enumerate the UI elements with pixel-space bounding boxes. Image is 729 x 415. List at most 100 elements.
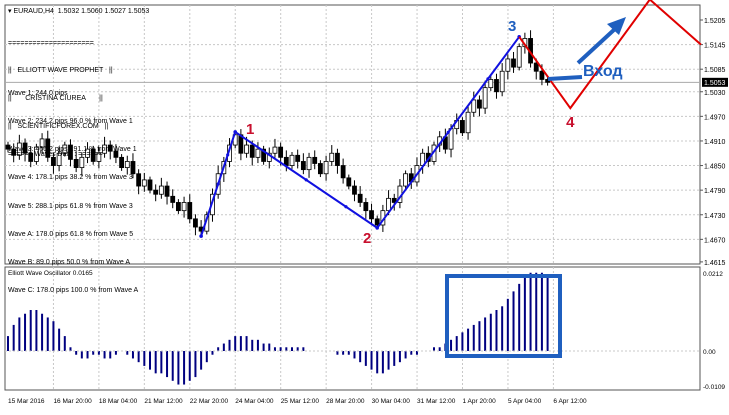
candle xyxy=(102,144,107,154)
wave-point xyxy=(375,226,380,230)
candle xyxy=(306,156,312,171)
candle xyxy=(96,152,102,162)
wave-point xyxy=(233,130,237,134)
candle xyxy=(289,154,295,166)
candle xyxy=(386,197,391,212)
candle xyxy=(465,111,471,134)
candle xyxy=(272,146,278,154)
candle xyxy=(79,156,85,169)
wave-label-2: 2 xyxy=(363,230,371,247)
candle xyxy=(153,189,159,195)
candle xyxy=(119,156,124,169)
wave-data-line: Wave C: 178.0 pips 100.0 % from Wave A xyxy=(8,287,139,295)
wave-label-1: 1 xyxy=(246,121,254,138)
candle xyxy=(488,79,494,89)
candle xyxy=(533,62,539,72)
candle xyxy=(34,146,39,162)
time-tick-label: 28 Mar 20:00 xyxy=(326,398,365,405)
price-tick-label: 1.4730 xyxy=(704,213,726,220)
info-line: ===================== xyxy=(8,39,94,47)
candle xyxy=(175,202,181,212)
oscillator-tick-label: 0.0212 xyxy=(703,271,723,278)
candle xyxy=(51,156,56,166)
indicator-title: Elliott Wave Oscillator 0.0165 xyxy=(8,270,93,277)
candle xyxy=(45,138,51,158)
candle xyxy=(170,195,176,203)
candle xyxy=(295,154,301,162)
projection-line xyxy=(518,0,702,110)
candle xyxy=(130,161,136,175)
candle xyxy=(73,158,79,168)
time-tick-label: 24 Mar 04:00 xyxy=(235,398,274,405)
candle xyxy=(511,58,516,68)
candle xyxy=(391,197,397,203)
candle xyxy=(340,165,346,179)
candle xyxy=(317,163,323,175)
entry-arrow-line xyxy=(547,75,583,81)
wave-data-line: Wave 5: 288.1 pips 61.8 % from Wave 3 xyxy=(8,202,133,210)
time-tick-label: 25 Mar 12:00 xyxy=(281,398,320,405)
candle xyxy=(363,202,369,212)
candle xyxy=(255,148,261,158)
info-line: || ELLIOTT WAVE PROPHET || xyxy=(8,67,113,75)
candle xyxy=(499,70,505,93)
candle xyxy=(312,156,318,164)
price-tick-label: 1.5085 xyxy=(704,67,726,74)
candle xyxy=(56,152,62,166)
candle xyxy=(28,152,34,162)
wave-label-3: 3 xyxy=(508,18,516,35)
symbol-header: ▾ EURAUD,H4 1.5032 1.5060 1.5027 1.5053 xyxy=(8,8,150,15)
current-price-box xyxy=(702,77,728,87)
candle xyxy=(141,179,147,187)
wave-point xyxy=(226,153,230,157)
wave-label-4: 4 xyxy=(566,114,575,131)
wave-point xyxy=(344,205,348,209)
price-tick-label: 1.4670 xyxy=(704,237,726,244)
candle xyxy=(147,179,153,191)
candle xyxy=(471,99,477,113)
candle xyxy=(300,161,306,171)
price-tick-label: 1.4910 xyxy=(704,139,726,146)
time-tick-label: 30 Mar 04:00 xyxy=(372,398,411,405)
price-tick-label: 1.5030 xyxy=(704,90,726,97)
wave-data-line: Wave 2: 234.2 pips 96.0 % from Wave 1 xyxy=(8,118,133,126)
info-line: || SCIENTIFICFOREX.COM || xyxy=(8,123,109,131)
time-tick-label: 5 Apr 04:00 xyxy=(508,398,542,405)
candle xyxy=(113,150,119,158)
candle xyxy=(357,193,363,203)
time-tick-label: 21 Mar 12:00 xyxy=(144,398,183,405)
candle xyxy=(374,218,380,226)
candle xyxy=(11,148,17,156)
wave-point xyxy=(304,178,308,182)
candle xyxy=(403,173,409,187)
candle xyxy=(249,144,255,158)
info-line: ====== Waves Data : ====== xyxy=(8,151,103,159)
entry-label: Вход xyxy=(583,63,623,80)
candle xyxy=(539,70,545,80)
time-tick-label: 1 Apr 20:00 xyxy=(463,398,497,405)
price-tick-label: 1.4970 xyxy=(704,114,726,121)
price-tick-label: 1.4615 xyxy=(704,260,726,267)
wave-point xyxy=(486,77,490,81)
price-tick-label: 1.4850 xyxy=(704,164,726,171)
wave-data-line: Wave 4: 178.1 pips 38.2 % from Wave 3 xyxy=(8,174,133,182)
candle xyxy=(516,46,522,68)
wave-data-line: Wave 3: 466.2 pips 191.1 % from Wave 1 xyxy=(8,146,137,154)
candle xyxy=(124,161,130,168)
oscillator-tick-label: 0.00 xyxy=(703,349,716,356)
candle xyxy=(335,152,340,166)
highlight-box xyxy=(445,274,562,358)
price-tick-label: 1.4790 xyxy=(704,188,726,195)
candle xyxy=(136,173,142,187)
candle xyxy=(62,144,68,154)
candle xyxy=(244,144,249,154)
candle xyxy=(346,177,352,187)
candle xyxy=(164,185,170,197)
indicator-info-box: ===================== || ELLIOTT WAVE PR… xyxy=(8,20,113,178)
time-tick-label: 6 Apr 12:00 xyxy=(553,398,587,405)
info-line: || CRISTINA CIUREA || xyxy=(8,95,103,103)
candle xyxy=(261,148,267,162)
wave-point xyxy=(216,182,220,186)
candle xyxy=(5,144,11,150)
